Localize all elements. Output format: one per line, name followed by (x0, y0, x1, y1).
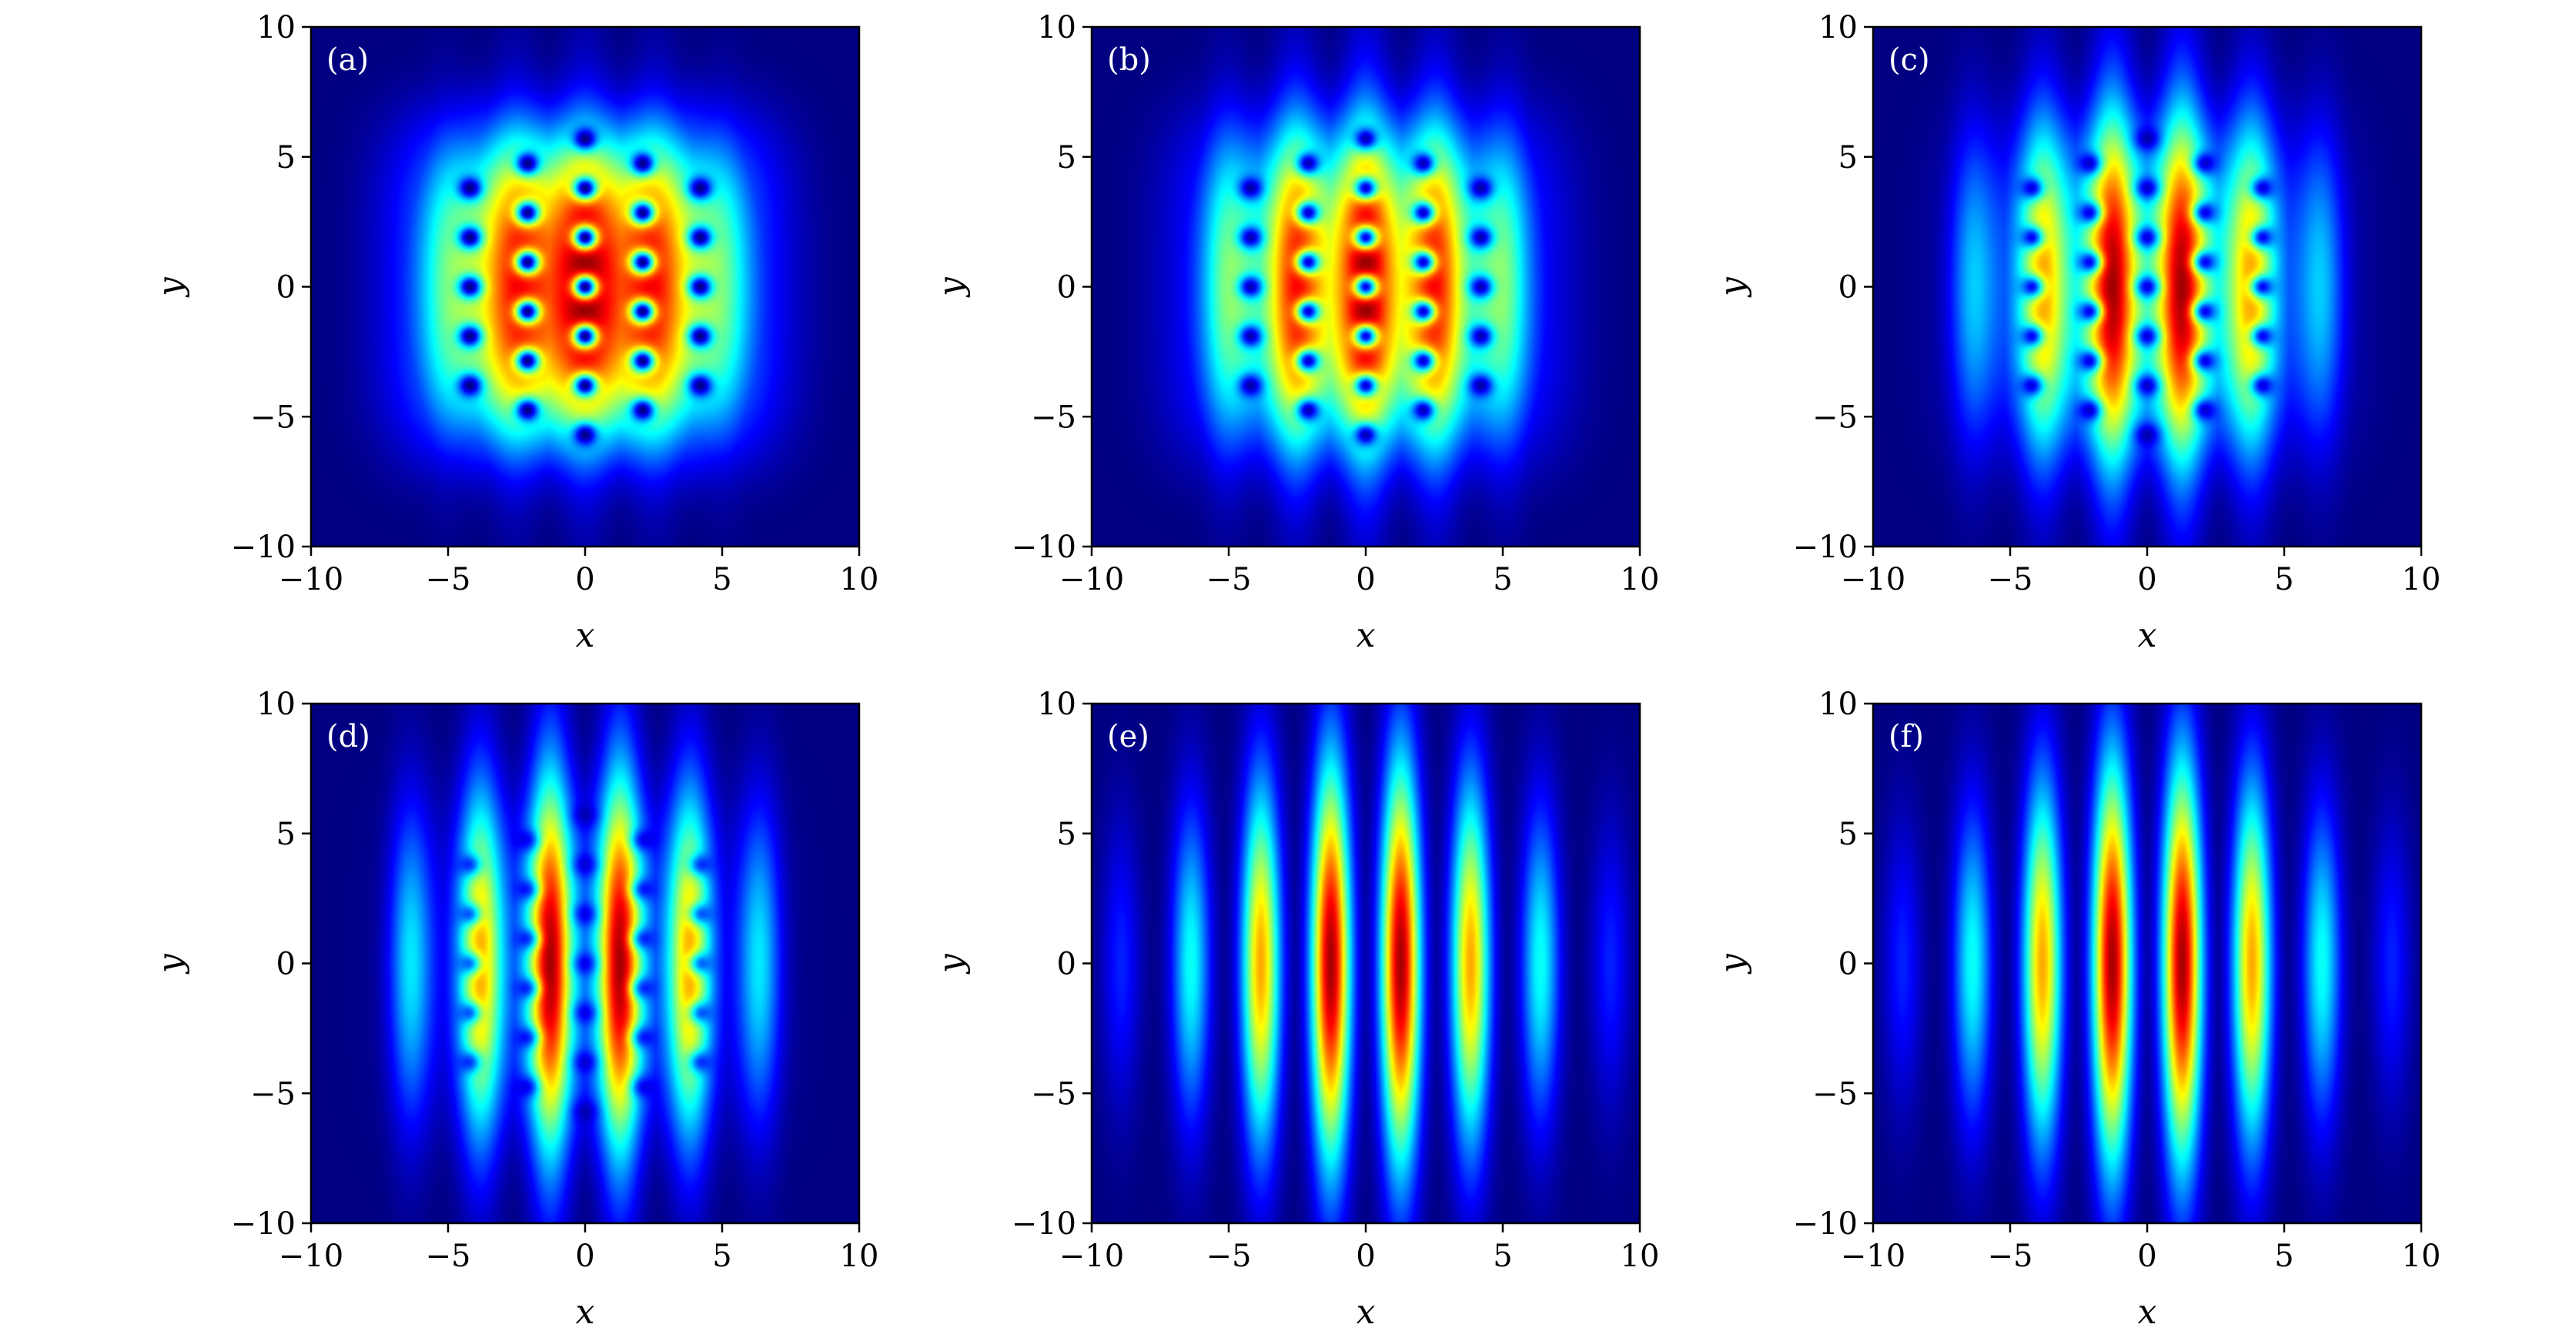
panel-label: (f) (1889, 719, 1924, 754)
x-tick-label: 0 (2137, 562, 2156, 597)
y-tick-label: −10 (1012, 530, 1076, 565)
y-tick-label: −10 (1012, 1206, 1076, 1242)
panel-d: (d) −10 −5 0 5 10 −10 −5 0 5 10 x y (151, 687, 878, 1332)
x-tick-label: −10 (1059, 1239, 1124, 1274)
y-tick-label: −5 (1031, 1076, 1076, 1112)
x-tick-label: −10 (1841, 562, 1905, 597)
y-tick-label: 5 (276, 140, 296, 176)
y-tick-label: 0 (276, 947, 296, 982)
y-tick-label: 5 (276, 817, 296, 852)
y-tick-label: −10 (1793, 530, 1858, 565)
panel-label: (c) (1889, 42, 1930, 78)
panel-label: (b) (1107, 42, 1151, 78)
panel-label: (e) (1107, 719, 1149, 754)
x-tick-label: 10 (2402, 562, 2441, 597)
x-tick-label: −5 (1988, 1239, 2033, 1274)
x-tick-label: 5 (1493, 1239, 1512, 1274)
heatmap-image (1092, 27, 1640, 547)
x-axis-label: x (2138, 1293, 2157, 1332)
x-tick-label: −10 (279, 562, 343, 597)
y-tick-label: 5 (1057, 140, 1076, 176)
x-tick-label: 0 (575, 562, 594, 597)
y-tick-label: −10 (1793, 1206, 1858, 1242)
heatmap-image (1873, 27, 2421, 547)
y-axis-label: y (932, 953, 971, 975)
x-tick-label: 0 (575, 1239, 594, 1274)
panel-f: (f) −10 −5 0 5 10 −10 −5 0 5 10 x y (1713, 687, 2441, 1332)
x-tick-label: 0 (1356, 562, 1375, 597)
x-tick-label: 10 (2402, 1239, 2441, 1274)
x-tick-label: −10 (1059, 562, 1124, 597)
y-tick-label: 10 (1037, 687, 1076, 722)
y-tick-label: −5 (250, 400, 296, 435)
y-tick-label: 10 (256, 10, 296, 45)
heatmap-image (311, 27, 859, 547)
panel-label: (d) (326, 719, 370, 754)
x-tick-label: 10 (840, 1239, 879, 1274)
heatmap-image (311, 704, 859, 1223)
y-tick-label: 5 (1838, 817, 1858, 852)
x-tick-label: 5 (712, 1239, 731, 1274)
x-tick-label: 10 (840, 562, 879, 597)
x-tick-label: −10 (279, 1239, 343, 1274)
y-tick-label: 5 (1057, 817, 1076, 852)
y-tick-label: 5 (1838, 140, 1858, 176)
x-axis-label: x (1357, 1293, 1376, 1332)
x-axis-label: x (576, 616, 595, 655)
panel-label: (a) (326, 42, 369, 78)
y-tick-label: 10 (1037, 10, 1076, 45)
panel-b: (b) −10 −5 0 5 10 −10 −5 0 5 10 x y (932, 10, 1659, 655)
heatmap-image (1873, 704, 2421, 1223)
x-tick-label: 10 (1621, 562, 1660, 597)
y-tick-label: −5 (250, 1076, 296, 1112)
x-tick-label: 5 (2274, 1239, 2293, 1274)
y-axis-label: y (1713, 953, 1752, 975)
x-axis-label: x (2138, 616, 2157, 655)
x-tick-label: 5 (712, 562, 731, 597)
y-tick-label: 0 (1057, 270, 1076, 306)
panel-a: (a) −10 −5 0 5 10 −10 −5 0 5 10 x y (151, 10, 878, 655)
x-axis-label: x (576, 1293, 595, 1332)
x-tick-label: 5 (1493, 562, 1512, 597)
x-tick-label: −10 (1841, 1239, 1905, 1274)
y-tick-label: −10 (231, 1206, 296, 1242)
y-tick-label: −5 (1812, 1076, 1858, 1112)
panel-c: (c) −10 −5 0 5 10 −10 −5 0 5 10 x y (1713, 10, 2441, 655)
y-tick-label: 0 (1057, 947, 1076, 982)
x-tick-label: 10 (1621, 1239, 1660, 1274)
y-axis-label: y (1713, 276, 1752, 298)
y-tick-label: −10 (231, 530, 296, 565)
x-tick-label: −5 (1206, 562, 1252, 597)
x-tick-label: −5 (1988, 562, 2033, 597)
y-tick-label: −5 (1031, 400, 1076, 435)
y-tick-label: 10 (256, 687, 296, 722)
y-tick-label: −5 (1812, 400, 1858, 435)
y-axis-label: y (932, 276, 971, 298)
y-tick-label: 10 (1818, 687, 1858, 722)
y-axis-label: y (151, 276, 190, 298)
x-tick-label: −5 (426, 562, 471, 597)
y-axis-label: y (151, 953, 190, 975)
y-tick-label: 0 (276, 270, 296, 306)
y-tick-label: 0 (1838, 947, 1858, 982)
x-tick-label: −5 (1206, 1239, 1252, 1274)
panel-e: (e) −10 −5 0 5 10 −10 −5 0 5 10 x y (932, 687, 1659, 1332)
y-tick-label: 0 (1838, 270, 1858, 306)
y-tick-label: 10 (1818, 10, 1858, 45)
heatmap-image (1092, 704, 1640, 1223)
x-tick-label: 0 (1356, 1239, 1375, 1274)
x-axis-label: x (1357, 616, 1376, 655)
x-tick-label: −5 (426, 1239, 471, 1274)
x-tick-label: 0 (2137, 1239, 2156, 1274)
x-tick-label: 5 (2274, 562, 2293, 597)
